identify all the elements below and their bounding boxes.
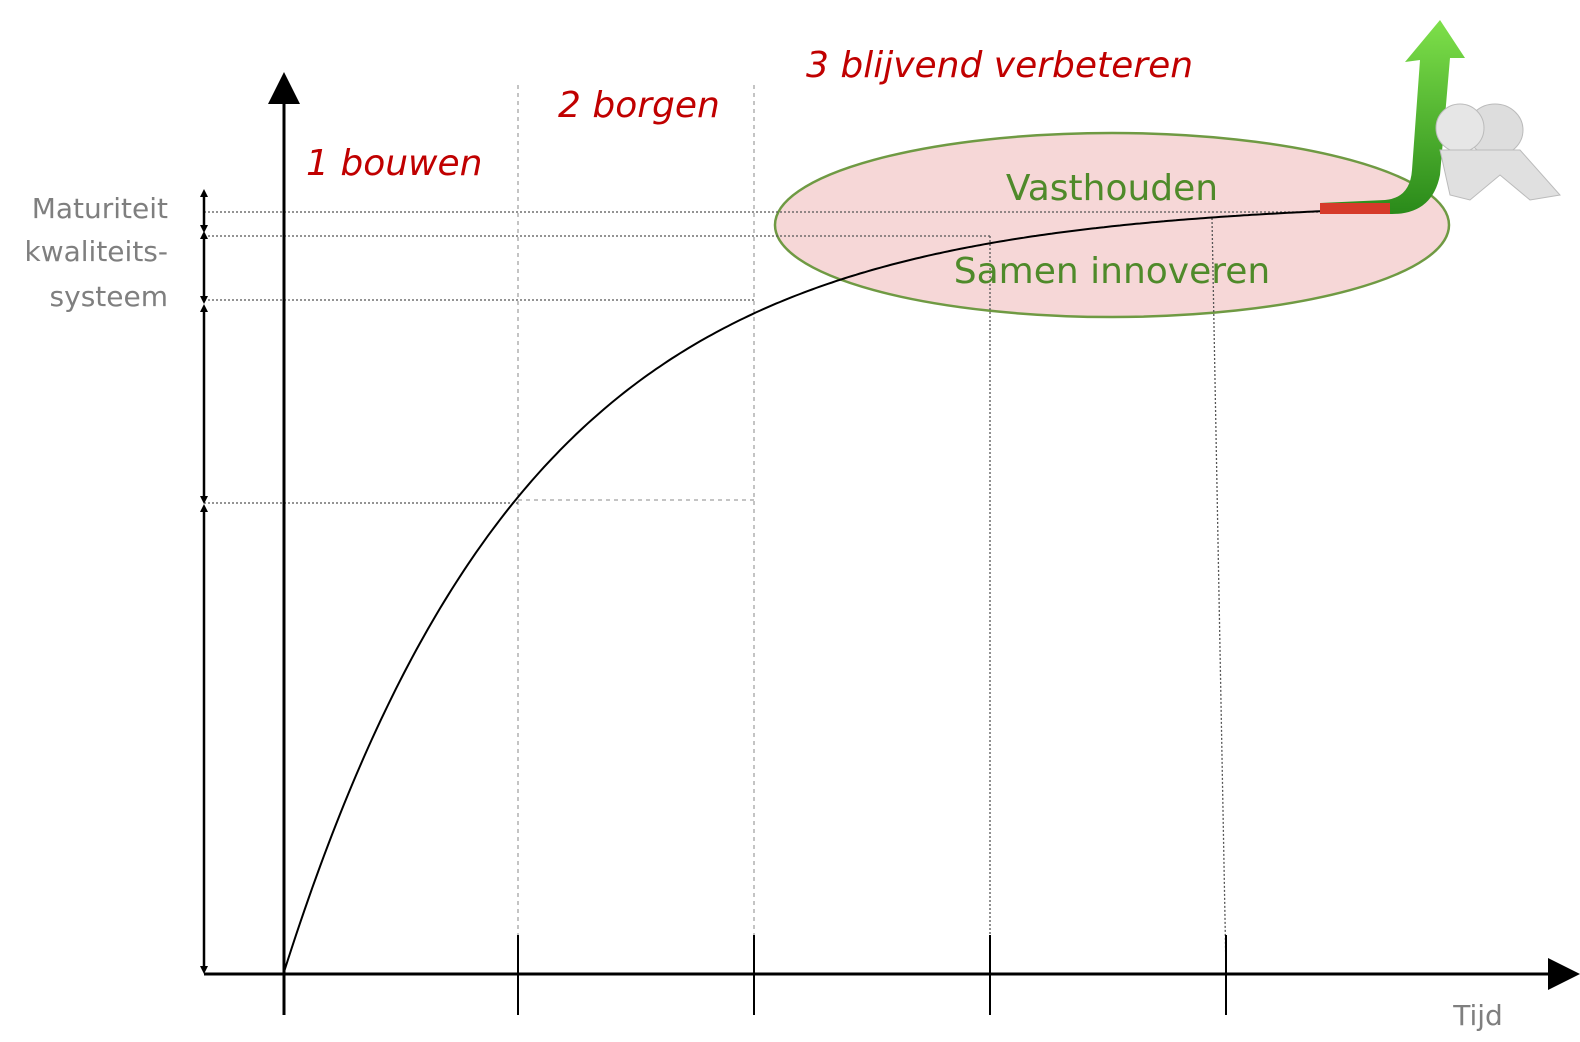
diagram: 1 bouwen 2 borgen 3 blijvend verbeteren …	[0, 0, 1580, 1042]
x-axis-label: Tijd	[1452, 999, 1503, 1032]
y-axis-label: kwaliteits-	[25, 235, 169, 268]
maturity-curve	[284, 211, 1320, 972]
phase-label: 1 bouwen	[306, 143, 482, 184]
ellipse-text: Samen innoveren	[954, 251, 1270, 292]
y-axis-label: Maturiteit	[32, 192, 168, 225]
phase-label: 2 borgen	[558, 85, 720, 126]
x-arrowhead	[1548, 958, 1580, 990]
ellipse-text: Vasthouden	[1006, 168, 1218, 209]
phase-label: 3 blijvend verbeteren	[806, 45, 1193, 86]
y-axis-label: systeem	[50, 280, 168, 313]
y-arrowhead	[268, 72, 300, 104]
